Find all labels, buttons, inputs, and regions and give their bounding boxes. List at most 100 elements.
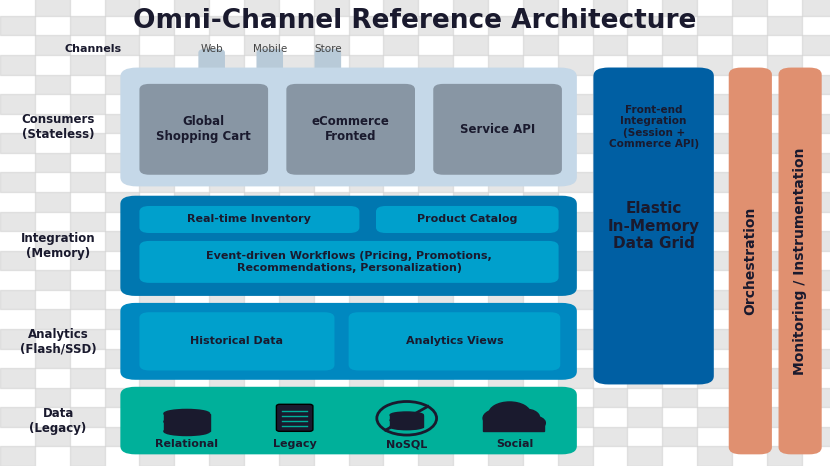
- Bar: [802, 349, 830, 368]
- Bar: [418, 133, 453, 153]
- Bar: [767, 16, 802, 35]
- Bar: [418, 172, 453, 192]
- Text: Orchestration: Orchestration: [744, 207, 757, 315]
- Bar: [139, 212, 174, 231]
- Bar: [209, 446, 244, 466]
- Bar: [593, 192, 627, 212]
- Bar: [732, 153, 767, 172]
- Bar: [697, 172, 732, 192]
- Bar: [279, 55, 314, 75]
- Bar: [662, 309, 697, 329]
- Bar: [383, 153, 418, 172]
- FancyBboxPatch shape: [276, 404, 313, 432]
- Bar: [418, 446, 453, 466]
- Bar: [453, 75, 488, 94]
- Bar: [593, 0, 627, 16]
- Bar: [244, 309, 279, 329]
- Text: Omni-Channel Reference Architecture: Omni-Channel Reference Architecture: [134, 8, 696, 34]
- Bar: [732, 114, 767, 133]
- Bar: [453, 153, 488, 172]
- Bar: [558, 212, 593, 231]
- Text: Store: Store: [314, 44, 342, 54]
- Text: Historical Data: Historical Data: [190, 336, 284, 346]
- Bar: [70, 16, 105, 35]
- Bar: [767, 329, 802, 349]
- Text: Integration
(Memory): Integration (Memory): [21, 232, 95, 260]
- Bar: [105, 75, 139, 94]
- Bar: [0, 94, 35, 114]
- Bar: [349, 407, 383, 427]
- Bar: [279, 290, 314, 309]
- Bar: [244, 231, 279, 251]
- Bar: [697, 251, 732, 270]
- FancyBboxPatch shape: [315, 49, 341, 177]
- Bar: [523, 114, 558, 133]
- Bar: [139, 368, 174, 388]
- Bar: [174, 0, 209, 16]
- FancyBboxPatch shape: [198, 49, 225, 177]
- Bar: [802, 309, 830, 329]
- Bar: [662, 114, 697, 133]
- Bar: [139, 55, 174, 75]
- Bar: [767, 407, 802, 427]
- Bar: [593, 388, 627, 407]
- Bar: [593, 35, 627, 55]
- Bar: [558, 290, 593, 309]
- Bar: [732, 75, 767, 94]
- Bar: [174, 192, 209, 212]
- Bar: [349, 16, 383, 35]
- Bar: [523, 192, 558, 212]
- Bar: [418, 94, 453, 114]
- Bar: [174, 231, 209, 251]
- Bar: [593, 114, 627, 133]
- Bar: [35, 270, 70, 290]
- Bar: [349, 290, 383, 309]
- Bar: [139, 16, 174, 35]
- Bar: [802, 0, 830, 16]
- Bar: [349, 329, 383, 349]
- Bar: [35, 231, 70, 251]
- Bar: [627, 94, 662, 114]
- Bar: [802, 75, 830, 94]
- Bar: [488, 94, 523, 114]
- Bar: [105, 349, 139, 368]
- Text: Consumers
(Stateless): Consumers (Stateless): [22, 113, 95, 141]
- Bar: [0, 133, 35, 153]
- Bar: [383, 0, 418, 16]
- Bar: [593, 153, 627, 172]
- Bar: [35, 0, 70, 16]
- Bar: [627, 407, 662, 427]
- Bar: [35, 192, 70, 212]
- Bar: [453, 349, 488, 368]
- Bar: [314, 270, 349, 290]
- Bar: [244, 388, 279, 407]
- Text: Event-driven Workflows (Pricing, Promotions,
Recommendations, Personalization): Event-driven Workflows (Pricing, Promoti…: [206, 251, 492, 273]
- Bar: [558, 407, 593, 427]
- Bar: [105, 231, 139, 251]
- Bar: [523, 153, 558, 172]
- FancyBboxPatch shape: [593, 68, 714, 384]
- Bar: [35, 35, 70, 55]
- Bar: [662, 427, 697, 446]
- Bar: [314, 349, 349, 368]
- Ellipse shape: [164, 418, 210, 426]
- FancyBboxPatch shape: [376, 206, 559, 233]
- Bar: [390, 415, 423, 427]
- Text: Monitoring / Instrumentation: Monitoring / Instrumentation: [793, 147, 807, 375]
- Bar: [349, 446, 383, 466]
- FancyBboxPatch shape: [120, 387, 577, 454]
- Bar: [488, 55, 523, 75]
- Bar: [244, 35, 279, 55]
- Bar: [627, 212, 662, 231]
- Bar: [70, 172, 105, 192]
- Bar: [662, 192, 697, 212]
- Bar: [70, 212, 105, 231]
- Bar: [174, 35, 209, 55]
- Bar: [105, 192, 139, 212]
- Bar: [209, 172, 244, 192]
- Bar: [139, 251, 174, 270]
- Bar: [244, 0, 279, 16]
- Bar: [70, 290, 105, 309]
- Bar: [105, 309, 139, 329]
- Bar: [279, 407, 314, 427]
